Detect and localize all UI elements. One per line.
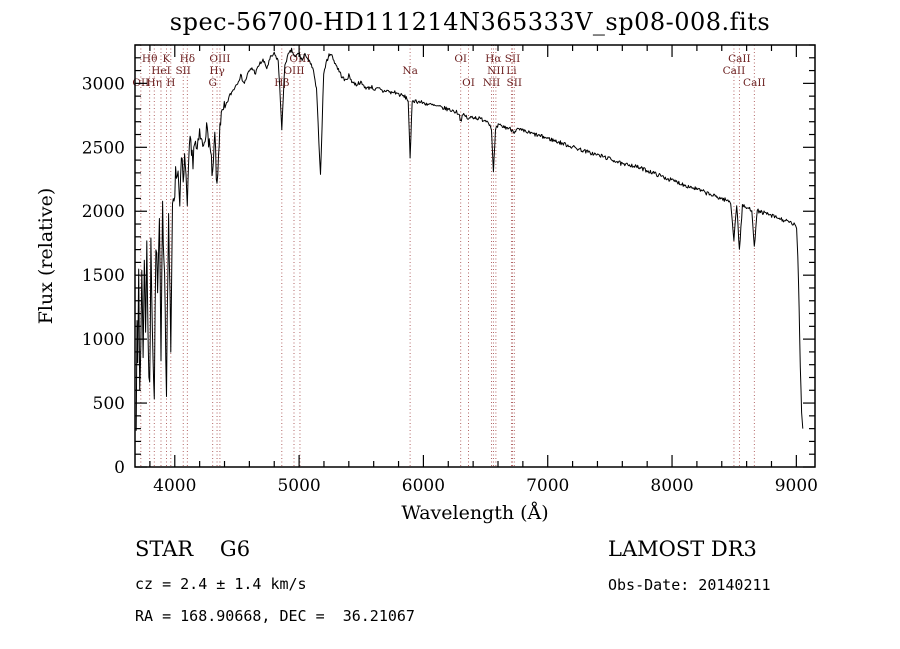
x-tick-label: 8000 bbox=[650, 476, 693, 496]
y-tick-label: 1500 bbox=[82, 266, 125, 286]
spectral-line-label: Hγ bbox=[209, 65, 224, 77]
spectral-line-label: HeI bbox=[151, 65, 171, 77]
y-tick-label: 500 bbox=[93, 394, 125, 414]
spectral-line-label: NII bbox=[487, 65, 504, 77]
spectral-line-label: H bbox=[166, 77, 175, 89]
spectral-line-label: Li bbox=[506, 65, 517, 77]
x-axis-label: Wavelength (Å) bbox=[401, 502, 549, 524]
spectral-line-label: CaII bbox=[728, 53, 751, 65]
spectral-line-label: G bbox=[209, 77, 217, 89]
spectral-line-label: Hδ bbox=[180, 53, 195, 65]
spectral-line-label: Hα bbox=[485, 53, 501, 65]
survey-label: LAMOST DR3 bbox=[608, 537, 757, 561]
x-tick-label: 5000 bbox=[277, 476, 320, 496]
cz-value: cz = 2.4 ± 1.4 km/s bbox=[135, 575, 307, 593]
plot-frame bbox=[134, 44, 816, 468]
spectral-line-markers: OIIHθHηHeIKHSIIHδGHγOIIIHβOIIIOIIINaOIOI… bbox=[132, 45, 766, 467]
coordinates-value: RA = 168.90668, DEC = 36.21067 bbox=[135, 607, 415, 625]
spectral-line-label: SII bbox=[505, 53, 521, 65]
spectral-line-label: NII bbox=[483, 77, 500, 89]
spectral-line-label: OIII bbox=[209, 53, 230, 65]
spectral-line-label: K bbox=[163, 53, 171, 65]
axis-ticks: 4000 5000 6000 7000 8000 9000 0 500 1000 1500 2000… bbox=[82, 44, 818, 496]
spectral-line-label: SII bbox=[507, 77, 523, 89]
spectral-line-label: CaII bbox=[723, 65, 746, 77]
spectral-line-label: Hθ bbox=[142, 53, 157, 65]
spectral-line-label: Hβ bbox=[274, 77, 289, 89]
obs-date-value: Obs-Date: 20140211 bbox=[608, 576, 771, 594]
spectral-line-label: OIII bbox=[283, 65, 304, 77]
spectral-line-label: OI bbox=[462, 77, 475, 89]
x-tick-label: 6000 bbox=[402, 476, 445, 496]
y-tick-label: 3000 bbox=[82, 74, 125, 94]
spectrum-curve bbox=[135, 47, 804, 431]
x-tick-label: 9000 bbox=[775, 476, 818, 496]
y-tick-label: 2000 bbox=[82, 202, 125, 222]
object-type-label: STAR G6 bbox=[135, 537, 251, 561]
y-tick-label: 1000 bbox=[82, 330, 125, 350]
plot-title: spec-56700-HD111214N365333V_sp08-008.fit… bbox=[169, 8, 771, 36]
y-tick-label: 0 bbox=[114, 458, 125, 478]
y-tick-label: 2500 bbox=[82, 138, 125, 158]
spectral-line-label: CaII bbox=[743, 77, 766, 89]
spectral-line-label: SII bbox=[175, 65, 191, 77]
x-tick-label: 4000 bbox=[153, 476, 196, 496]
spectral-line-label: Hη bbox=[147, 77, 162, 89]
spectral-line-label: OI bbox=[454, 53, 467, 65]
spectral-line-label: Na bbox=[402, 65, 417, 77]
y-axis-label: Flux (relative) bbox=[35, 187, 57, 325]
x-tick-label: 7000 bbox=[526, 476, 569, 496]
